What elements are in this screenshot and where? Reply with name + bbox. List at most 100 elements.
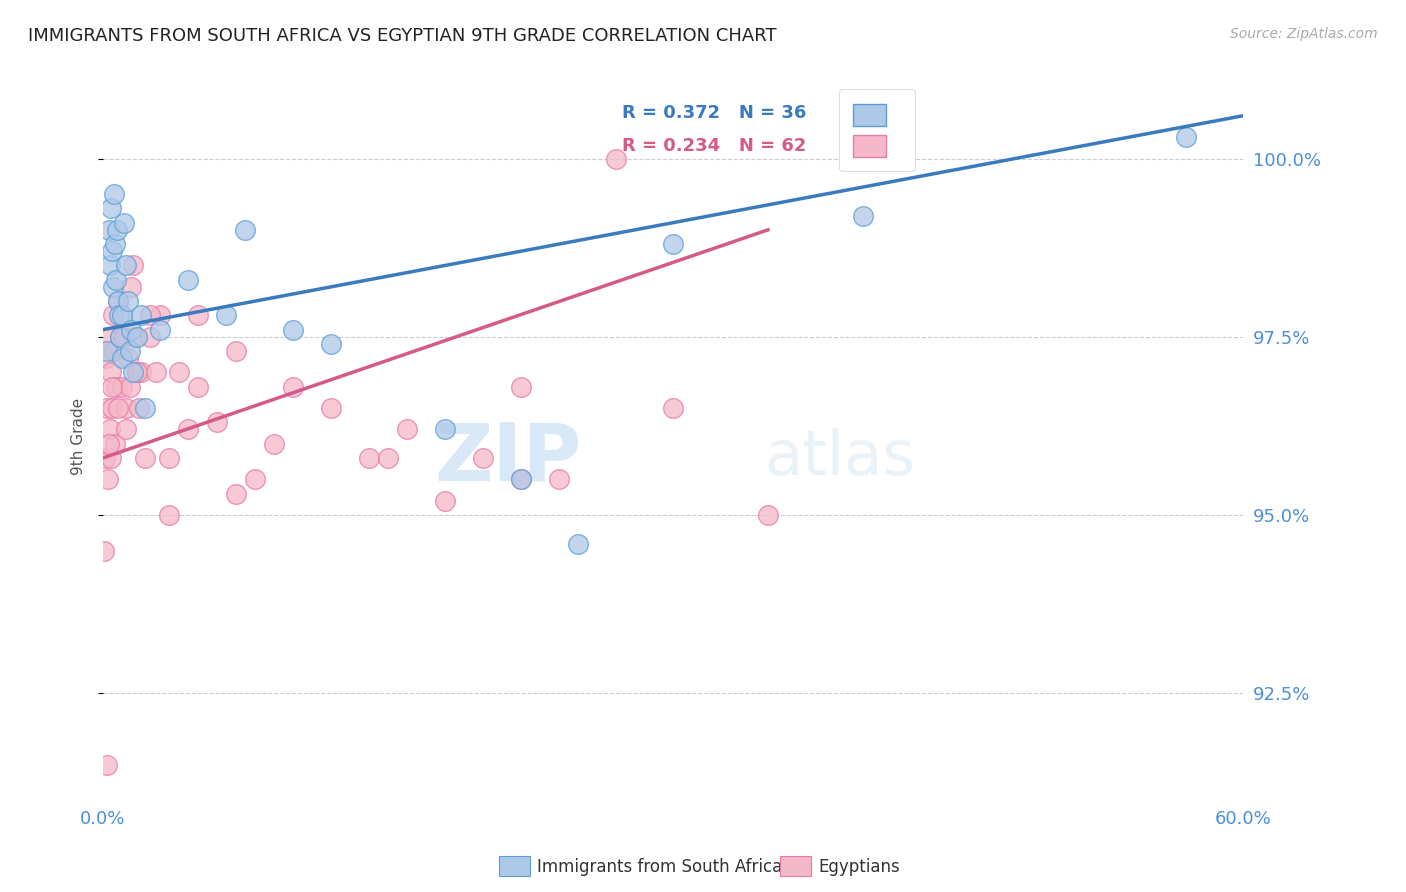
Point	[112, 216, 135, 230]
Point	[120, 280, 142, 294]
Text: Source: ZipAtlas.com: Source: ZipAtlas.com	[1230, 27, 1378, 41]
Point	[129, 309, 152, 323]
Point	[111, 380, 134, 394]
Point	[139, 330, 162, 344]
Text: IMMIGRANTS FROM SOUTH AFRICA VS EGYPTIAN 9TH GRADE CORRELATION CHART: IMMIGRANTS FROM SOUTH AFRICA VS EGYPTIAN…	[28, 27, 776, 45]
Point	[97, 436, 120, 450]
Point	[96, 757, 118, 772]
Point	[187, 309, 209, 323]
Point	[97, 223, 120, 237]
Legend: , : ,	[839, 89, 915, 171]
Point	[94, 450, 117, 465]
Point	[117, 294, 139, 309]
Point	[118, 380, 141, 394]
Point	[357, 450, 380, 465]
Point	[105, 273, 128, 287]
Point	[510, 472, 533, 486]
Point	[97, 330, 120, 344]
Point	[567, 536, 589, 550]
Point	[662, 401, 685, 415]
Text: R = 0.372   N = 36: R = 0.372 N = 36	[621, 104, 806, 122]
Point	[112, 330, 135, 344]
Point	[145, 366, 167, 380]
Point	[114, 401, 136, 415]
Point	[662, 237, 685, 252]
Point	[104, 237, 127, 252]
Point	[852, 209, 875, 223]
Point	[103, 187, 125, 202]
Point	[157, 508, 180, 522]
Point	[127, 366, 149, 380]
Point	[756, 508, 779, 522]
Point	[100, 202, 122, 216]
Point	[134, 401, 156, 415]
Point	[122, 366, 145, 380]
Point	[101, 380, 124, 394]
Point	[205, 415, 228, 429]
Point	[149, 323, 172, 337]
Point	[319, 337, 342, 351]
Point	[101, 401, 124, 415]
Point	[101, 244, 124, 259]
Point	[471, 450, 494, 465]
Point	[96, 401, 118, 415]
Point	[103, 280, 125, 294]
Point	[235, 223, 257, 237]
Point	[98, 259, 121, 273]
Point	[243, 472, 266, 486]
Point	[97, 472, 120, 486]
Point	[215, 309, 238, 323]
Point	[281, 323, 304, 337]
Point	[108, 309, 131, 323]
Point	[225, 344, 247, 359]
Point	[120, 323, 142, 337]
Point	[281, 380, 304, 394]
Point	[157, 450, 180, 465]
Point	[263, 436, 285, 450]
Point	[108, 330, 131, 344]
Point	[395, 422, 418, 436]
Point	[510, 380, 533, 394]
Point	[127, 330, 149, 344]
Text: ZIP: ZIP	[434, 419, 582, 498]
Point	[225, 486, 247, 500]
Point	[103, 344, 125, 359]
Point	[149, 309, 172, 323]
Point	[105, 223, 128, 237]
Point	[605, 152, 627, 166]
Point	[107, 294, 129, 309]
Point	[134, 450, 156, 465]
Text: atlas: atlas	[763, 428, 915, 489]
Point	[128, 401, 150, 415]
Point	[433, 493, 456, 508]
Point	[1175, 130, 1198, 145]
Point	[114, 259, 136, 273]
Point	[100, 450, 122, 465]
Point	[98, 422, 121, 436]
Point	[510, 472, 533, 486]
Point	[129, 366, 152, 380]
Point	[319, 401, 342, 415]
Point	[100, 366, 122, 380]
Text: Egyptians: Egyptians	[818, 858, 900, 876]
Point	[93, 543, 115, 558]
Point	[377, 450, 399, 465]
Point	[127, 366, 149, 380]
Point	[139, 309, 162, 323]
Point	[548, 472, 571, 486]
Point	[103, 309, 125, 323]
Point	[118, 344, 141, 359]
Point	[111, 351, 134, 366]
Point	[433, 422, 456, 436]
Point	[111, 309, 134, 323]
Point	[177, 422, 200, 436]
Point	[117, 351, 139, 366]
Point	[124, 330, 146, 344]
Point	[187, 380, 209, 394]
Point	[107, 294, 129, 309]
Text: R = 0.234   N = 62: R = 0.234 N = 62	[621, 136, 806, 154]
Y-axis label: 9th Grade: 9th Grade	[72, 398, 86, 475]
Point	[105, 380, 128, 394]
Point	[94, 351, 117, 366]
Point	[167, 366, 190, 380]
